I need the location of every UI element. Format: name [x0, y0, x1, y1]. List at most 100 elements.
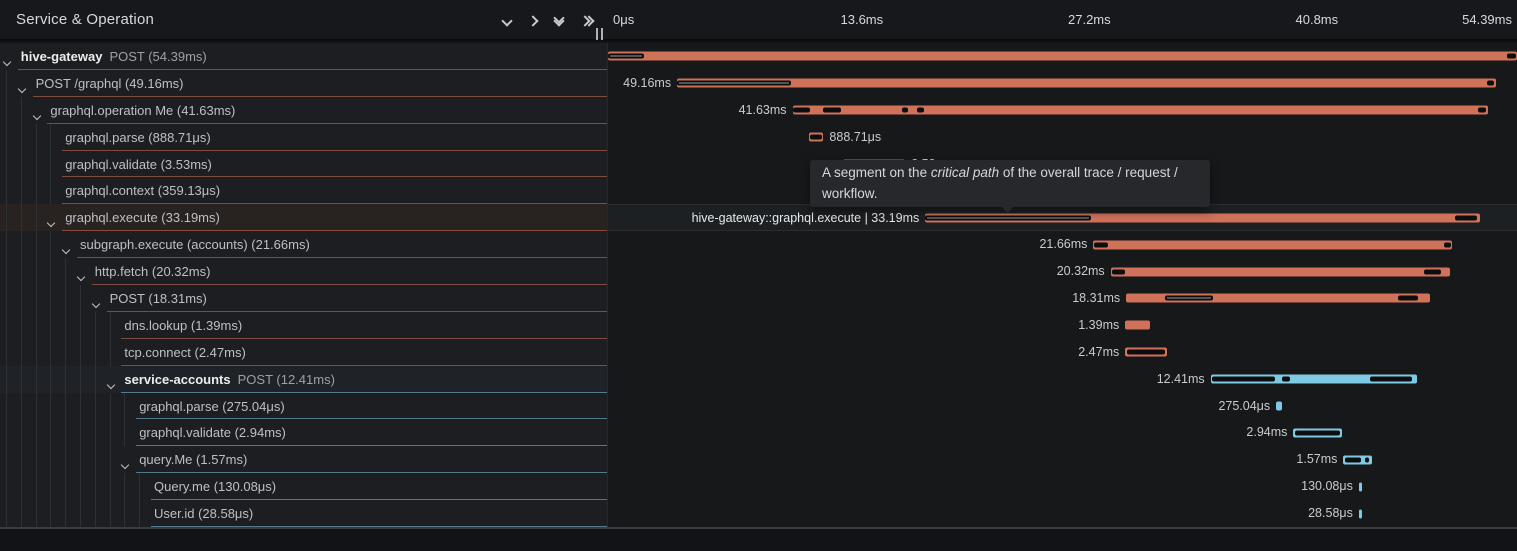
chevron-down-icon[interactable] — [17, 79, 29, 94]
span-bar[interactable] — [1210, 374, 1417, 384]
span-bar-row[interactable]: 2.47ms — [608, 338, 1517, 366]
chevron-down-icon[interactable] — [2, 52, 14, 67]
indent-guide — [65, 392, 67, 420]
axis-tick-label: 54.39ms — [1462, 12, 1512, 27]
child-span-marker — [1507, 53, 1517, 59]
span-bar-row[interactable]: 12.41ms — [608, 365, 1517, 393]
chevron-down-icon[interactable] — [91, 294, 103, 309]
chevron-down-icon[interactable] — [47, 213, 58, 228]
span-bar[interactable] — [1358, 482, 1363, 492]
span-tree-panel: Service & Operation hive-gateway POST (54… — [0, 0, 607, 551]
span-bar[interactable] — [677, 78, 1497, 88]
child-span-marker — [793, 107, 810, 113]
chevron-down-icon[interactable] — [121, 455, 132, 470]
indent-guide — [109, 419, 111, 447]
collapse-all-icon[interactable] — [553, 11, 565, 27]
expand-one-icon[interactable] — [527, 12, 539, 30]
service-name: service-accounts — [124, 371, 231, 387]
collapse-one-icon[interactable] — [501, 12, 513, 30]
indent-guide — [6, 204, 7, 232]
span-row-underline — [62, 149, 607, 151]
indent-guide — [20, 177, 22, 205]
span-row-label[interactable]: http.fetch (20.32ms) — [0, 258, 607, 286]
indent-guide — [80, 446, 81, 474]
span-row-label[interactable]: graphql.execute (33.19ms) — [0, 204, 607, 232]
span-bar-row[interactable]: hive-gateway::graphql.execute | 33.19ms — [608, 204, 1517, 232]
span-bar-row[interactable]: 1.57ms — [608, 446, 1517, 474]
indent-guide — [50, 177, 52, 205]
span-bar[interactable] — [1358, 509, 1362, 519]
span-row-label[interactable]: query.Me (1.57ms) — [0, 446, 607, 474]
axis-tick-label: 13.6ms — [840, 12, 884, 27]
span-bar-row[interactable]: 20.32ms — [608, 258, 1517, 286]
span-bar-row[interactable]: 1.39ms — [608, 311, 1517, 339]
chevron-down-icon[interactable] — [106, 375, 118, 389]
indent-guide — [35, 500, 37, 528]
span-bar-row[interactable]: 275.04μs — [608, 392, 1517, 420]
indent-guide — [65, 365, 67, 393]
span-row-label[interactable]: graphql.context (359.13μs) — [0, 177, 607, 205]
indent-guide — [50, 446, 52, 474]
tooltip-text-line2: workflow. — [822, 186, 878, 201]
span-row-label[interactable]: dns.lookup (1.39ms) — [0, 311, 607, 339]
indent-guide — [80, 338, 81, 366]
span-bar[interactable] — [925, 213, 1480, 223]
span-bar[interactable] — [1276, 401, 1282, 411]
span-row-underline — [151, 526, 607, 528]
span-bar-row[interactable]: 28.58μs — [608, 500, 1517, 528]
span-bar-row[interactable]: 2.94ms — [608, 419, 1517, 447]
span-bar[interactable] — [792, 105, 1488, 115]
indent-guide — [124, 500, 126, 528]
chevron-down-icon[interactable] — [61, 240, 73, 255]
span-row-label[interactable]: graphql.parse (275.04μs) — [0, 392, 607, 420]
span-bar[interactable] — [1110, 267, 1450, 277]
span-bar-row[interactable]: 49.16ms — [608, 69, 1517, 97]
span-bar[interactable] — [1126, 293, 1430, 303]
span-bar-row[interactable]: 888.71μs — [608, 123, 1517, 151]
span-row-label[interactable]: subgraph.execute (accounts) (21.66ms) — [0, 231, 607, 259]
span-bar[interactable] — [608, 51, 1517, 61]
span-bar[interactable] — [1093, 240, 1453, 250]
span-row-label[interactable]: graphql.validate (2.94ms) — [0, 419, 607, 447]
hovered-span-full-label: hive-gateway::graphql.execute | 33.19ms — [691, 211, 920, 226]
indent-guide — [6, 500, 7, 528]
child-span-marker — [810, 134, 823, 140]
span-bar[interactable] — [1125, 320, 1150, 330]
span-row-label[interactable]: Query.me (130.08μs) — [0, 473, 607, 501]
child-span-marker — [1295, 430, 1340, 436]
span-bar-row[interactable]: 18.31ms — [608, 285, 1517, 312]
span-row-underline — [136, 445, 607, 447]
indent-guide — [6, 69, 7, 97]
span-row-label[interactable]: service-accounts POST (12.41ms) — [0, 365, 607, 393]
span-row-label[interactable]: graphql.parse (888.71μs) — [0, 123, 607, 151]
indent-guide — [35, 419, 37, 447]
span-row-label[interactable]: POST (18.31ms) — [0, 285, 607, 312]
span-row-label[interactable]: tcp.connect (2.47ms) — [0, 338, 607, 366]
indent-guide — [20, 231, 22, 259]
column-resize-handle[interactable] — [596, 28, 606, 40]
span-duration-label: 21.66ms — [1039, 237, 1088, 252]
chevron-down-icon[interactable] — [32, 106, 44, 121]
span-name-text: graphql.operation Me (41.63ms) — [50, 102, 236, 118]
expand-all-icon[interactable] — [579, 14, 595, 27]
span-name-text: POST /graphql (49.16ms) — [35, 75, 184, 91]
span-row-underline — [77, 257, 607, 259]
span-bar-row[interactable] — [608, 43, 1517, 70]
chevron-down-icon[interactable] — [76, 267, 88, 282]
span-row-label[interactable]: graphql.operation Me (41.63ms) — [0, 96, 607, 124]
tooltip-text: A segment on the — [822, 165, 931, 180]
span-bar-row[interactable]: 21.66ms — [608, 231, 1517, 259]
indent-guide — [20, 96, 22, 124]
indent-guide — [6, 231, 7, 259]
span-row-label[interactable]: graphql.validate (3.53ms) — [0, 150, 607, 178]
span-bar-row[interactable]: 130.08μs — [608, 473, 1517, 501]
span-row-label[interactable]: User.id (28.58μs) — [0, 500, 607, 528]
span-duration-label: 28.58μs — [1308, 506, 1353, 521]
indent-guide — [80, 473, 81, 501]
indent-guide — [65, 258, 67, 286]
span-bar-row[interactable]: 41.63ms — [608, 96, 1517, 124]
tree-toolbar — [501, 0, 595, 41]
indent-guide — [139, 473, 141, 501]
span-row-label[interactable]: POST /graphql (49.16ms) — [0, 69, 607, 97]
span-row-label[interactable]: hive-gateway POST (54.39ms) — [0, 43, 607, 70]
